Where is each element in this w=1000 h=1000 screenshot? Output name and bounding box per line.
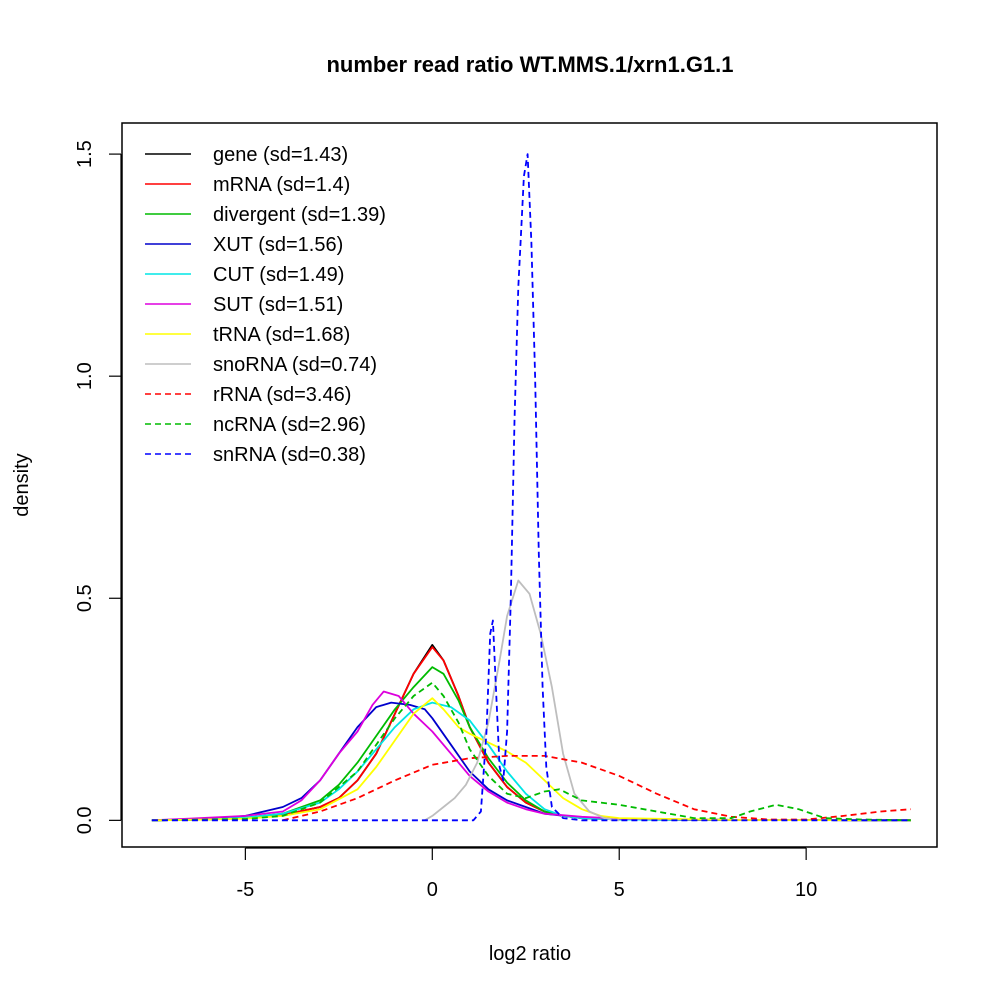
series-line-snoRNA xyxy=(424,579,620,822)
y-tick-label: 0.0 xyxy=(74,806,96,834)
legend-label-ncRNA: ncRNA (sd=2.96) xyxy=(213,414,366,436)
x-axis: -5 0 5 10 xyxy=(236,847,817,901)
series-line-rRNA xyxy=(282,755,911,822)
y-tick-label: 0.5 xyxy=(74,584,96,612)
legend-label-SUT: SUT (sd=1.51) xyxy=(213,294,343,316)
legend-label-divergent: divergent (sd=1.39) xyxy=(213,204,386,226)
legend-label-XUT: XUT (sd=1.56) xyxy=(213,234,343,256)
x-tick-label: 0 xyxy=(427,879,438,901)
legend-label-tRNA: tRNA (sd=1.68) xyxy=(213,324,350,346)
x-tick-label: -5 xyxy=(236,879,254,901)
chart-title: number read ratio WT.MMS.1/xrn1.G1.1 xyxy=(326,52,733,77)
series-line-CUT xyxy=(151,701,911,822)
series-line-gene xyxy=(151,644,911,822)
series-line-tRNA xyxy=(151,697,911,822)
y-tick-label: 1.5 xyxy=(74,140,96,168)
legend-label-mRNA: mRNA (sd=1.4) xyxy=(213,174,350,196)
series-line-XUT xyxy=(151,701,911,822)
legend-label-rRNA: rRNA (sd=3.46) xyxy=(213,384,351,406)
x-axis-label: log2 ratio xyxy=(489,943,571,965)
plot-frame xyxy=(121,122,938,848)
series-line-SUT xyxy=(151,690,911,822)
x-tick-label: 5 xyxy=(614,879,625,901)
y-axis-label: density xyxy=(11,453,33,516)
legend-label-snoRNA: snoRNA (sd=0.74) xyxy=(213,354,377,376)
series-layer xyxy=(151,153,911,822)
y-tick-label: 1.0 xyxy=(74,362,96,390)
y-axis: 0.0 0.5 1.0 1.5 xyxy=(74,140,122,834)
legend-label-CUT: CUT (sd=1.49) xyxy=(213,264,344,286)
series-line-mRNA xyxy=(151,646,911,822)
legend-label-gene: gene (sd=1.43) xyxy=(213,144,348,166)
series-line-snRNA xyxy=(151,153,911,822)
x-tick-label: 10 xyxy=(795,879,817,901)
series-line-ncRNA xyxy=(151,681,911,822)
legend: gene (sd=1.43) mRNA (sd=1.4) divergent (sd… xyxy=(145,144,386,466)
legend-label-snRNA: snRNA (sd=0.38) xyxy=(213,444,366,466)
